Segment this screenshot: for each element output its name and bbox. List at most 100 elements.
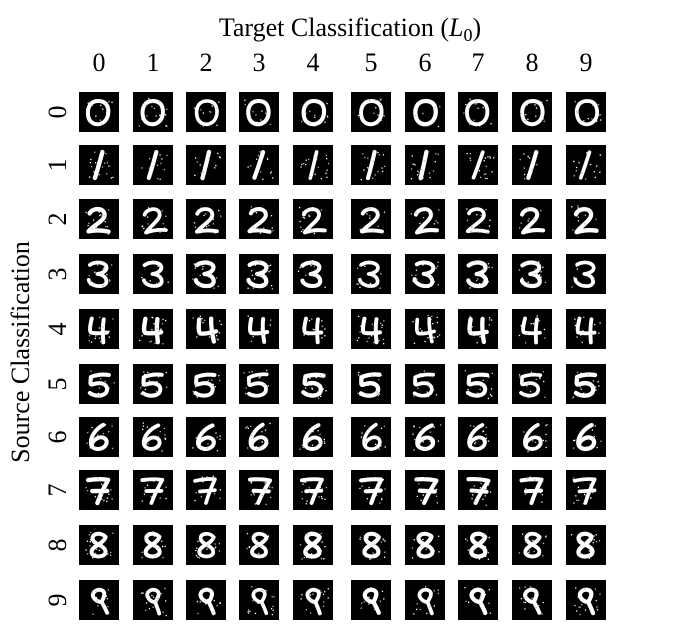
digit-image — [512, 309, 552, 349]
digit-glyph — [357, 98, 385, 127]
digit-glyph — [247, 586, 275, 616]
digit-image — [79, 580, 119, 620]
digit-glyph — [247, 150, 274, 180]
digit-glyph — [300, 150, 330, 180]
digit-image — [293, 145, 333, 185]
digit-glyph — [141, 207, 168, 235]
digit-image — [79, 364, 119, 404]
digit-image — [566, 145, 606, 185]
digit-image — [566, 417, 606, 457]
digit-glyph — [360, 422, 386, 451]
digit-image — [186, 580, 226, 620]
digit-glyph — [359, 531, 386, 560]
digit-glyph — [140, 587, 167, 617]
digit-image — [512, 364, 552, 404]
digit-image — [239, 417, 279, 457]
column-label: 4 — [306, 48, 320, 77]
digit-glyph — [298, 206, 327, 235]
digit-glyph — [192, 260, 219, 289]
column-label: 0 — [92, 48, 106, 77]
digit-image — [186, 417, 226, 457]
digit-image — [512, 525, 552, 565]
digit-image — [293, 254, 333, 294]
digit-glyph — [141, 260, 169, 288]
digit-glyph — [413, 586, 440, 616]
digit-glyph — [519, 150, 539, 180]
digit-image — [351, 417, 391, 457]
digit-image — [512, 580, 552, 620]
digit-image — [458, 364, 498, 404]
digit-image — [405, 525, 445, 565]
digit-image — [458, 580, 498, 620]
digit-glyph — [86, 422, 114, 452]
digit-image — [405, 364, 445, 404]
digit-image — [133, 145, 173, 185]
digit-image — [133, 470, 173, 510]
digit-glyph — [195, 531, 221, 559]
digit-image — [186, 309, 226, 349]
digit-image — [239, 580, 279, 620]
digit-glyph — [193, 475, 222, 505]
digit-image — [458, 92, 498, 132]
digit-image — [405, 145, 445, 185]
digit-glyph — [572, 422, 602, 452]
digit-image — [566, 309, 606, 349]
digit-glyph — [85, 477, 113, 506]
digit-image — [239, 199, 279, 239]
digit-image — [79, 254, 119, 294]
digit-glyph — [302, 316, 326, 345]
digit-glyph — [414, 477, 439, 506]
row-label: 5 — [43, 377, 72, 391]
digit-glyph — [299, 477, 328, 505]
digit-image — [512, 470, 552, 510]
digit-glyph — [572, 371, 600, 399]
column-label: 9 — [579, 48, 593, 77]
digit-glyph — [140, 371, 168, 398]
digit-glyph — [192, 315, 222, 344]
digit-glyph — [87, 370, 115, 398]
digit-glyph — [88, 316, 114, 345]
digit-image — [512, 199, 552, 239]
digit-image — [351, 254, 391, 294]
digit-glyph — [245, 422, 271, 452]
digit-glyph — [86, 260, 113, 288]
digit-image — [239, 470, 279, 510]
column-label: 5 — [364, 48, 378, 77]
digit-image — [186, 92, 226, 132]
digit-glyph — [141, 422, 167, 452]
digit-image — [239, 92, 279, 132]
digit-image — [186, 525, 226, 565]
digit-glyph — [463, 98, 492, 127]
digit-glyph — [570, 531, 601, 559]
digit-glyph — [138, 98, 168, 128]
digit-glyph — [194, 149, 221, 181]
digit-glyph — [518, 531, 547, 559]
row-label: 0 — [43, 105, 72, 119]
digit-image — [133, 417, 173, 457]
digit-image — [351, 309, 391, 349]
digit-glyph — [467, 315, 493, 345]
digit-glyph — [413, 98, 441, 128]
digit-image — [351, 580, 391, 620]
digit-glyph — [359, 207, 386, 234]
digit-glyph — [574, 316, 601, 345]
digit-image — [458, 417, 498, 457]
digit-glyph — [356, 315, 385, 345]
digit-glyph — [518, 315, 546, 345]
column-label: 8 — [525, 48, 539, 77]
digit-glyph — [412, 314, 441, 345]
row-label: 4 — [43, 322, 72, 336]
digit-image — [512, 92, 552, 132]
digit-glyph — [85, 531, 114, 559]
digit-image — [566, 92, 606, 132]
digit-glyph — [411, 260, 440, 289]
digit-glyph — [572, 150, 602, 180]
figure-title: Target Classification (L0) — [218, 13, 482, 45]
digit-glyph — [192, 372, 221, 398]
digit-image — [405, 254, 445, 294]
digit-image — [566, 254, 606, 294]
digit-image — [351, 470, 391, 510]
digit-image — [293, 580, 333, 620]
column-label: 7 — [471, 48, 485, 77]
digit-image — [351, 92, 391, 132]
